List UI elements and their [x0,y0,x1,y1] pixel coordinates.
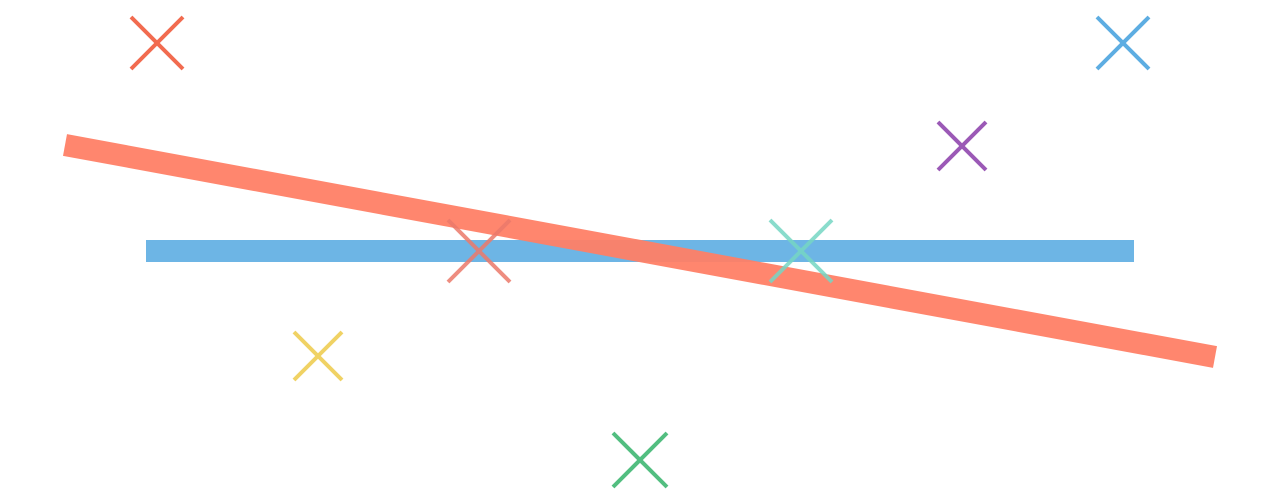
cross-red-stroke [129,15,185,71]
cross-blue [1095,15,1151,71]
cross-green-stroke [611,431,669,489]
cross-salmon [446,218,512,284]
cross-teal-stroke [768,218,834,284]
cross-blue-stroke [1095,15,1151,71]
wide-red-line [63,134,1217,368]
cross-purple [936,120,988,172]
cross-green [611,431,669,489]
cross-yellow-stroke [292,330,344,382]
cross-teal [768,218,834,284]
cross-yellow [292,330,344,382]
cross-red [129,15,185,71]
cross-salmon-stroke [446,218,512,284]
cross-purple-stroke [936,120,988,172]
